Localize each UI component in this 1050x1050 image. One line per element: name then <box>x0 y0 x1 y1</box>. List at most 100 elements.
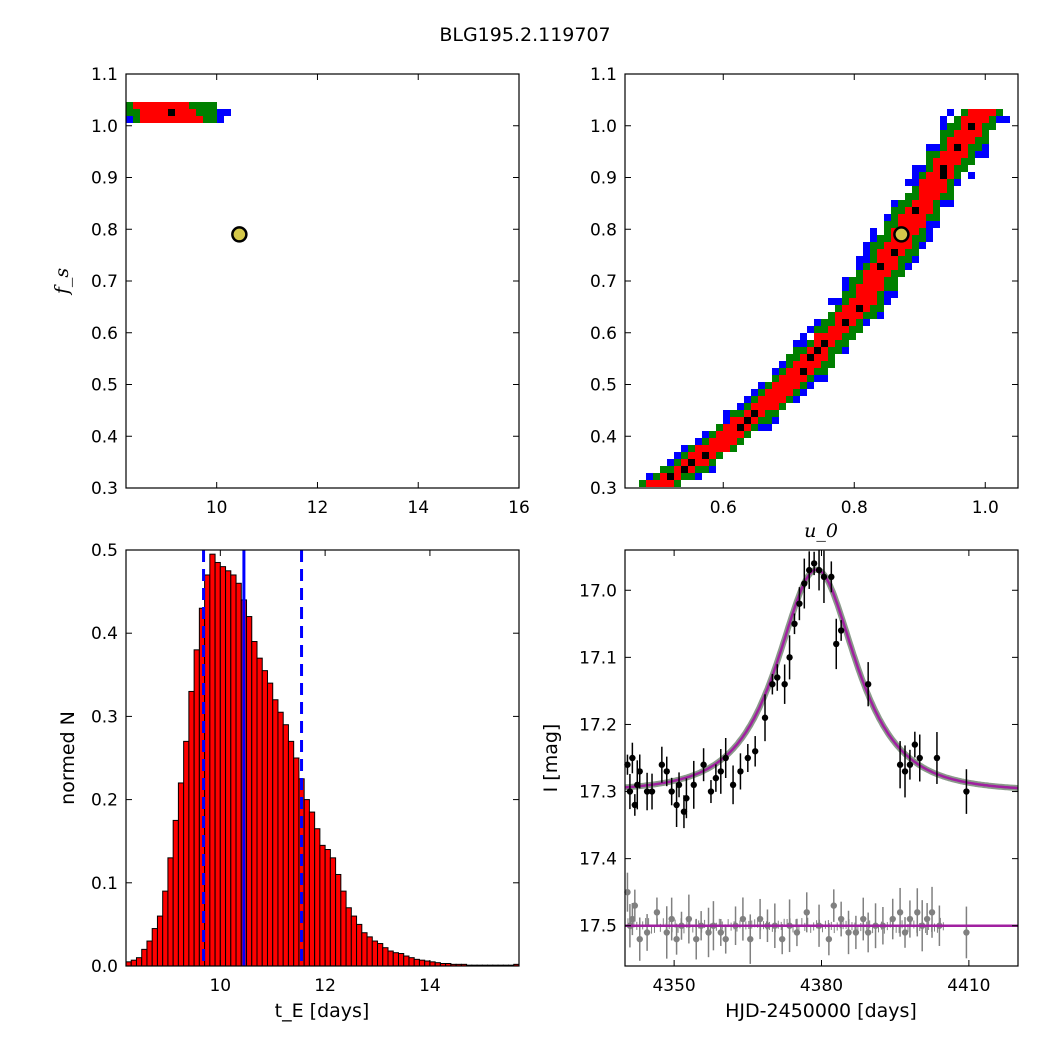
density-cell <box>751 389 758 396</box>
data-point <box>648 788 656 795</box>
data-point <box>911 741 919 748</box>
density-cell <box>863 305 870 312</box>
density-cell <box>203 116 210 123</box>
density-cell <box>947 151 954 158</box>
y-tick-label: 0.7 <box>590 272 617 292</box>
density-cell <box>849 319 856 326</box>
density-cell <box>870 256 877 263</box>
density-cell <box>849 312 856 319</box>
density-cell <box>968 172 975 179</box>
density-cell <box>688 466 695 473</box>
residual-point <box>864 929 872 936</box>
density-cell <box>800 333 807 340</box>
density-cell <box>716 431 723 438</box>
residual-point <box>739 915 747 923</box>
density-cell <box>821 340 828 347</box>
model-curve-envelope <box>624 566 1018 791</box>
density-cell <box>147 116 154 123</box>
density-cell <box>842 347 849 354</box>
density-cell <box>814 347 821 354</box>
x-axis-label: t_E [days] <box>275 1000 370 1022</box>
histogram-bar <box>209 553 216 967</box>
density-cell <box>863 256 870 263</box>
density-cell <box>912 193 919 200</box>
density-cell <box>891 200 898 207</box>
figure-title: BLG195.2.119707 <box>439 24 610 46</box>
density-cell <box>772 375 779 382</box>
density-cell <box>905 249 912 256</box>
density-cell <box>779 368 786 375</box>
density-cell <box>870 242 877 249</box>
density-cell <box>933 207 940 214</box>
density-cell <box>814 319 821 326</box>
density-cell <box>793 347 800 354</box>
data-point <box>815 566 823 574</box>
density-cell <box>807 326 814 333</box>
density-cell <box>639 480 646 487</box>
density-cell <box>898 207 905 214</box>
density-cell <box>793 396 800 403</box>
density-cell <box>947 186 954 193</box>
density-cell <box>877 256 884 263</box>
y-axis-label: I [mag] <box>540 724 562 793</box>
histogram-bar <box>418 959 426 967</box>
data-point <box>658 761 666 768</box>
density-cell <box>842 277 849 284</box>
density-cell <box>975 137 982 144</box>
x-tick-label: 0.6 <box>710 498 737 518</box>
histogram-bar <box>361 932 368 967</box>
density-cell <box>751 403 758 410</box>
histogram-bar <box>403 955 410 967</box>
density-cell <box>982 151 989 158</box>
density-cell <box>835 319 842 326</box>
density-cell <box>961 151 968 158</box>
density-cell <box>772 403 779 410</box>
density-cell <box>154 116 161 123</box>
density-cell <box>968 137 975 144</box>
density-cell <box>793 382 800 389</box>
density-cell <box>856 312 863 319</box>
density-cell <box>140 102 147 109</box>
density-cell <box>828 298 835 305</box>
density-cell <box>772 410 779 417</box>
density-cell <box>891 214 898 221</box>
density-cell <box>884 235 891 242</box>
data-point <box>624 761 631 768</box>
density-cell <box>926 179 933 186</box>
residual-point <box>837 915 845 923</box>
density-cell <box>688 445 695 452</box>
histogram-bar <box>371 940 379 967</box>
density-cell <box>982 109 989 116</box>
density-cell <box>856 263 863 270</box>
density-cell <box>203 109 210 116</box>
data-point <box>781 680 788 688</box>
density-cell <box>828 354 835 361</box>
density-cell <box>912 214 919 221</box>
density-cell <box>828 347 835 354</box>
density-cell <box>982 123 989 130</box>
data-point <box>833 640 840 648</box>
density-cell <box>765 424 772 431</box>
data-point <box>631 801 639 809</box>
density-cell <box>161 109 168 116</box>
density-cell <box>646 480 653 487</box>
density-cell <box>196 109 203 116</box>
histogram-bar <box>151 928 158 967</box>
histogram-bar <box>324 849 331 967</box>
histogram-bar <box>329 857 337 967</box>
data-point <box>634 781 641 789</box>
density-cell <box>968 109 975 116</box>
histogram-bar <box>261 670 268 967</box>
density-cell <box>835 298 842 305</box>
histogram-bar <box>225 570 232 967</box>
density-cell <box>702 438 709 445</box>
density-cell <box>126 116 133 123</box>
density-cell <box>856 298 863 305</box>
density-cell <box>898 256 905 263</box>
residual-point <box>928 909 936 916</box>
histogram-bar <box>319 844 326 967</box>
density-cell <box>905 263 912 270</box>
residual-point <box>803 909 810 916</box>
histogram-bar <box>230 574 237 967</box>
density-cell <box>210 102 217 109</box>
